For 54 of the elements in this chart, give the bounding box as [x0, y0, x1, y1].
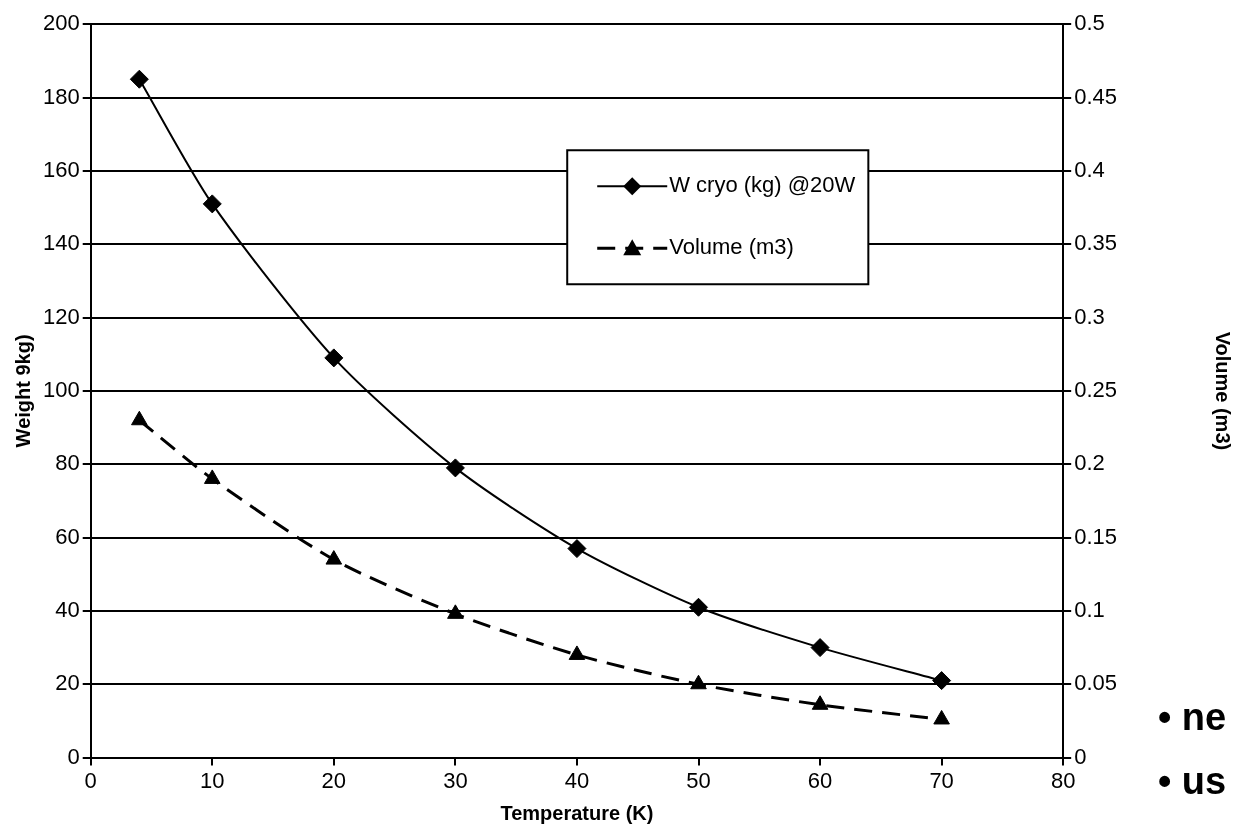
point [932, 671, 952, 691]
point [445, 458, 465, 478]
point [810, 638, 830, 658]
y-tick-label: 40 [55, 596, 80, 622]
text: • ne [1158, 696, 1227, 739]
y2-tick-label: 0.45 [1074, 83, 1118, 109]
y-tick-label: 200 [42, 10, 80, 36]
y2-tick-label: 0 [1074, 743, 1087, 769]
y-tick-label: 120 [42, 303, 80, 329]
y-tick-label: 80 [55, 450, 80, 476]
y-axis-title: Weight 9kg) [11, 334, 34, 448]
point [325, 550, 343, 565]
x-tick-label: 30 [443, 767, 468, 793]
x-tick-label: 10 [200, 767, 225, 793]
point [131, 410, 148, 426]
text: • us [1158, 760, 1227, 803]
x-axis-title: Temperature (K) [500, 801, 654, 824]
legend-label: W cryo (kg) @20W [669, 172, 856, 198]
y-tick-label: 160 [42, 156, 80, 182]
point [689, 597, 708, 617]
y2-tick-label: 0.1 [1074, 596, 1105, 622]
y2-tick-label: 0.05 [1074, 670, 1118, 696]
point [567, 539, 587, 559]
point [447, 604, 464, 619]
point [202, 194, 222, 214]
x-tick-label: 0 [84, 767, 97, 793]
y-tick-label: 0 [67, 743, 80, 769]
y-tick-label: 60 [55, 523, 80, 549]
point [324, 348, 344, 368]
point [568, 645, 586, 660]
y-tick-label: 180 [42, 83, 80, 109]
y-tick-label: 140 [42, 230, 80, 256]
x-tick-label: 70 [929, 767, 954, 793]
point [690, 674, 707, 690]
y2-tick-label: 0.3 [1074, 303, 1105, 329]
point [129, 69, 149, 89]
y2-tick-label: 0.5 [1074, 10, 1105, 36]
x-tick-label: 40 [564, 767, 590, 793]
y2-tick-label: 0.35 [1074, 230, 1118, 256]
x-tick-label: 20 [321, 767, 347, 793]
x-tick-label: 60 [807, 767, 833, 793]
y2-tick-label: 0.2 [1074, 450, 1105, 476]
y-tick-label: 20 [55, 670, 80, 696]
x-tick-label: 80 [1050, 767, 1076, 793]
point [203, 469, 221, 484]
y2-tick-label: 0.15 [1074, 523, 1118, 549]
x-tick-label: 50 [686, 767, 711, 793]
point [933, 709, 950, 725]
y2-tick-label: 0.25 [1074, 376, 1118, 402]
y2-axis-title: Volume (m3) [1212, 331, 1235, 451]
y2-tick-label: 0.4 [1074, 156, 1105, 182]
legend-label: Volume (m3) [669, 234, 794, 260]
point [811, 695, 829, 710]
y-tick-label: 100 [42, 376, 80, 402]
